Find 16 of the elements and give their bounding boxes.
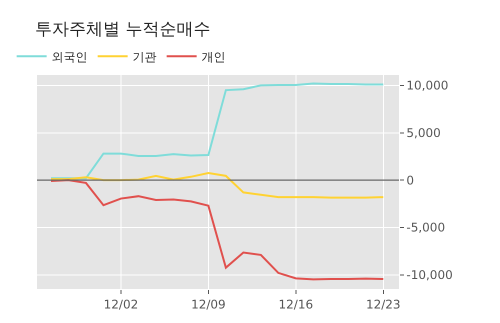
y-tick-label: -10,000: [406, 268, 453, 282]
x-tick-label: 12/09: [191, 297, 226, 312]
chart-title: 투자주체별 누적순매수: [35, 20, 210, 40]
x-tick-label: 12/23: [366, 297, 401, 312]
x-tick-label: 12/02: [104, 297, 138, 312]
line-series: [50, 82, 384, 180]
y-tick-label: 10,000: [406, 78, 448, 93]
legend-label: 외국인: [52, 50, 88, 64]
y-tick-label: -5,000: [406, 220, 446, 235]
legend-label: 기관: [132, 50, 157, 64]
line-series: [50, 172, 384, 199]
y-tick-label: 0: [406, 173, 414, 188]
y-tick-label: 5,000: [406, 126, 441, 140]
x-tick-label: 12/16: [278, 297, 314, 312]
line-series: [50, 179, 384, 280]
legend-label: 개인: [202, 50, 226, 64]
